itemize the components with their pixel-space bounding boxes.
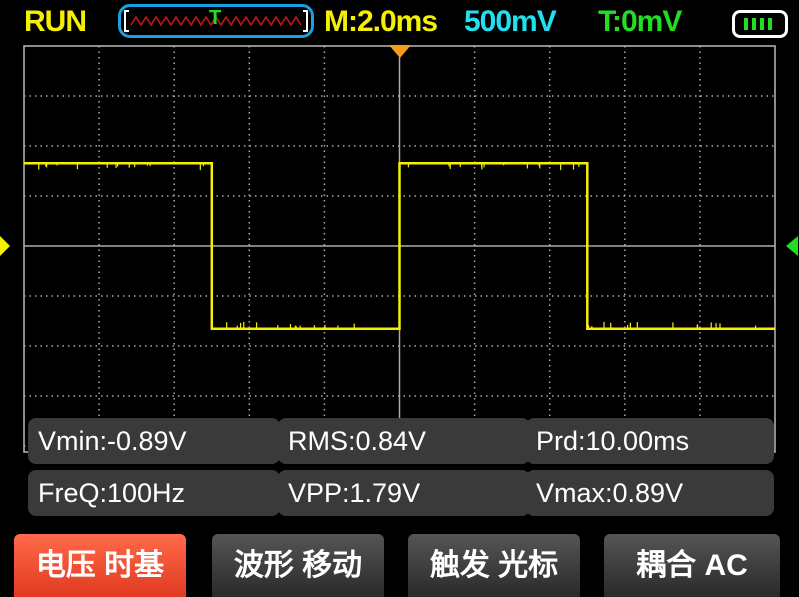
waveform-move-button[interactable]: 波形 移动: [212, 534, 384, 597]
voltage-timebase-button[interactable]: 电压 时基: [14, 534, 186, 597]
trigger-position-marker[interactable]: [389, 45, 411, 58]
channel-offset-marker[interactable]: [0, 236, 10, 256]
measurement-period: Prd:10.00ms: [526, 418, 774, 464]
coupling-ac-button[interactable]: 耦合 AC: [604, 534, 780, 597]
measurement-vmin: Vmin:-0.89V: [28, 418, 280, 464]
battery-icon: [732, 10, 788, 38]
timebase-readout[interactable]: M:2.0ms: [324, 5, 438, 38]
trace-line: [24, 161, 775, 331]
measurement-rms: RMS:0.84V: [278, 418, 530, 464]
run-status[interactable]: RUN: [24, 5, 87, 38]
measurement-vmax: Vmax:0.89V: [526, 470, 774, 516]
volts-per-div-readout[interactable]: 500mV: [464, 5, 557, 38]
trigger-level-marker[interactable]: [786, 236, 798, 256]
measurement-vpp: VPP:1.79V: [278, 470, 530, 516]
trigger-label: T: [209, 7, 222, 29]
trigger-mode-indicator[interactable]: T: [118, 4, 314, 38]
trigger-cursor-button[interactable]: 触发 光标: [408, 534, 580, 597]
signal-trace: [24, 161, 775, 331]
trigger-level-readout[interactable]: T:0mV: [598, 5, 682, 38]
measurement-frequency: FreQ:100Hz: [28, 470, 280, 516]
waveform-preview-icon: [124, 10, 308, 32]
